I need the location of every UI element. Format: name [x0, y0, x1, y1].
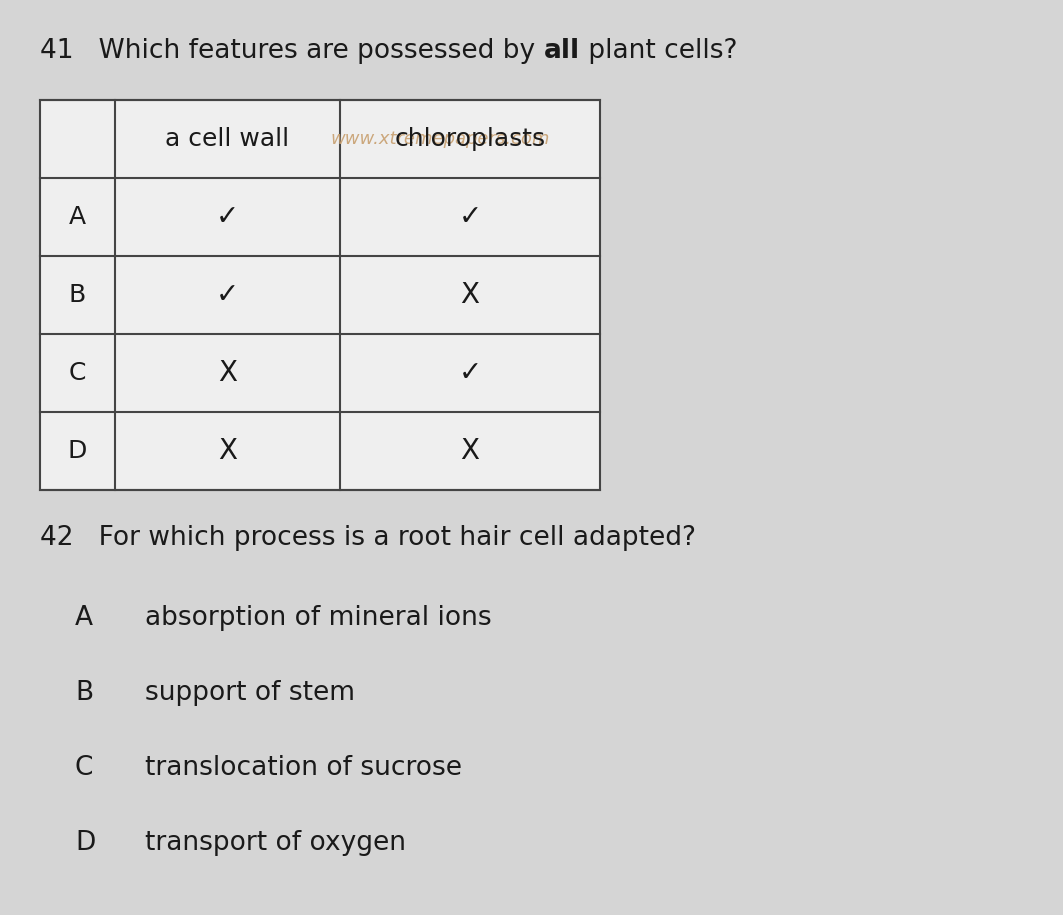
Bar	[40, 100, 600, 490]
Text: A: A	[75, 605, 92, 631]
Text: www.xtremepapers.com: www.xtremepapers.com	[330, 130, 550, 148]
Text: ✓: ✓	[458, 359, 482, 387]
Text: D: D	[75, 830, 96, 856]
Text: X: X	[218, 437, 237, 465]
Text: ✓: ✓	[216, 281, 239, 309]
Text: C: C	[69, 361, 86, 385]
Text: all: all	[543, 38, 579, 64]
Text: plant cells?: plant cells?	[579, 38, 737, 64]
Text: X: X	[460, 437, 479, 465]
Text: ✓: ✓	[216, 203, 239, 231]
Text: D: D	[68, 439, 87, 463]
Text: transport of oxygen: transport of oxygen	[145, 830, 406, 856]
Text: absorption of mineral ions: absorption of mineral ions	[145, 605, 491, 631]
Text: a cell wall: a cell wall	[166, 127, 289, 151]
Text: chloroplasts: chloroplasts	[394, 127, 545, 151]
Text: translocation of sucrose: translocation of sucrose	[145, 755, 462, 781]
Text: X: X	[460, 281, 479, 309]
Text: ✓: ✓	[458, 203, 482, 231]
Text: B: B	[75, 680, 94, 706]
Text: support of stem: support of stem	[145, 680, 355, 706]
Text: C: C	[75, 755, 94, 781]
Text: A: A	[69, 205, 86, 229]
Text: 42   For which process is a root hair cell adapted?: 42 For which process is a root hair cell…	[40, 525, 696, 551]
Text: 41   Which features are possessed by: 41 Which features are possessed by	[40, 38, 543, 64]
Text: B: B	[69, 283, 86, 307]
Text: X: X	[218, 359, 237, 387]
